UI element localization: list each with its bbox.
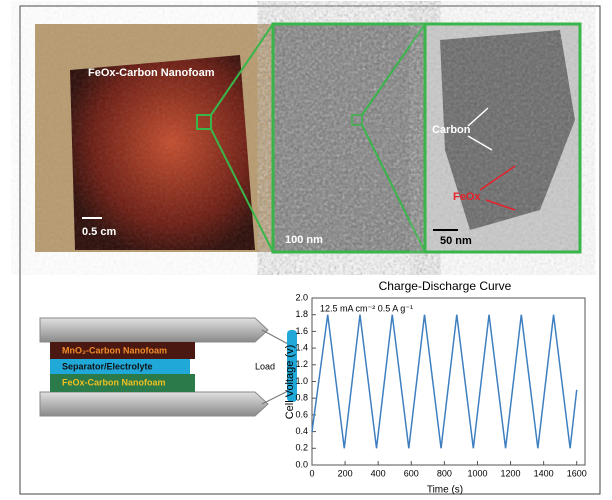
- figure: FeOx-Carbon Nanofoam 0.5 cm 100 nm Carbo…: [0, 0, 612, 500]
- layer-label: MnO₂-Carbon Nanofoam: [62, 345, 167, 355]
- photo-label: FeOx-Carbon Nanofoam: [88, 67, 215, 79]
- y-tick-label: 0.2: [295, 443, 308, 453]
- y-axis-label: Cell Voltage (v): [284, 345, 296, 420]
- x-tick-label: 0: [309, 468, 314, 478]
- layer-label: FeOx-Carbon Nanofoam: [62, 377, 166, 387]
- layer-label: Separator/Electrolyte: [62, 361, 153, 371]
- current-collector: [40, 318, 268, 342]
- load-label: Load: [255, 361, 275, 371]
- x-tick-label: 1200: [501, 468, 521, 478]
- scale-label: 50 nm: [440, 235, 472, 247]
- wire: [262, 330, 290, 345]
- y-tick-label: 1.2: [295, 359, 308, 369]
- x-tick-label: 400: [371, 468, 386, 478]
- y-tick-label: 1.0: [295, 376, 308, 386]
- photo-texture: [35, 24, 272, 252]
- x-axis-label: Time (s): [427, 485, 463, 496]
- y-tick-label: 1.4: [295, 342, 308, 352]
- y-tick-label: 1.6: [295, 326, 308, 336]
- y-tick-label: 0.4: [295, 426, 308, 436]
- scale-label: 0.5 cm: [82, 226, 116, 238]
- data-line: [312, 315, 577, 449]
- y-tick-label: 0.8: [295, 393, 308, 403]
- current-collector: [40, 392, 268, 416]
- y-tick-label: 0.0: [295, 459, 308, 469]
- x-tick-label: 1600: [567, 468, 587, 478]
- y-tick-label: 1.8: [295, 309, 308, 319]
- annotation: 12.5 mA cm⁻² 0.5 A g⁻¹: [320, 303, 413, 313]
- x-tick-label: 200: [338, 468, 353, 478]
- tem-texture: [425, 24, 580, 252]
- x-tick-label: 1400: [534, 468, 554, 478]
- y-tick-label: 0.6: [295, 409, 308, 419]
- x-tick-label: 800: [437, 468, 452, 478]
- x-tick-label: 1000: [467, 468, 487, 478]
- tem-label: FeOx: [453, 191, 481, 203]
- tem-label: Carbon: [432, 124, 471, 136]
- chart-title: Charge-Discharge Curve: [379, 279, 512, 293]
- y-tick-label: 2.0: [295, 292, 308, 302]
- scale-label: 100 nm: [285, 234, 323, 246]
- x-tick-label: 600: [404, 468, 419, 478]
